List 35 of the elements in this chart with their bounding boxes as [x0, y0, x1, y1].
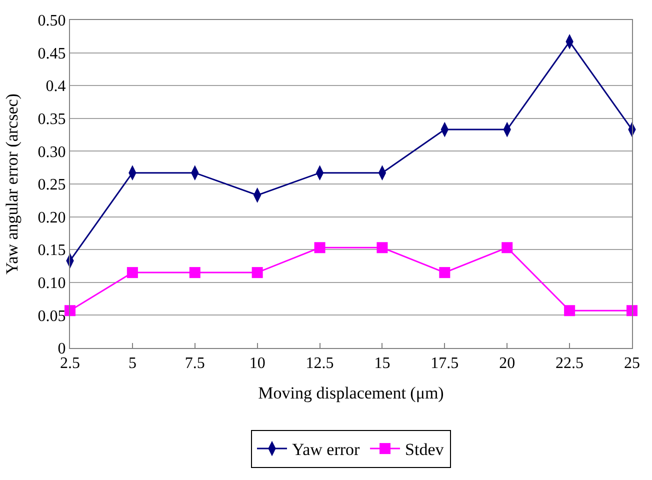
point: [314, 242, 326, 254]
point: [189, 267, 200, 278]
y-tick-label: 0.20: [38, 209, 66, 226]
legend-label: Stdev: [405, 440, 444, 460]
x-tick-label: 7.5: [184, 355, 205, 372]
y-tick-label: 0.05: [38, 308, 66, 325]
point: [376, 242, 388, 254]
point: [439, 267, 450, 278]
y-tick-label: 0.4: [46, 78, 66, 96]
point: [126, 267, 138, 278]
point: [64, 305, 76, 316]
y-tick-label: 0.45: [38, 45, 66, 62]
x-tick-label: 12.5: [306, 355, 334, 372]
point: [252, 267, 263, 278]
x-axis-title: Moving displacement (μm): [258, 384, 444, 403]
y-axis-title: Yaw angular error (arcsec): [2, 94, 22, 274]
x-tick-label: 25: [624, 355, 640, 372]
y-tick-label: 0: [58, 340, 66, 358]
y-tick-label: 0.15: [38, 242, 66, 260]
x-tick-label: 5: [128, 355, 136, 372]
point: [502, 242, 513, 254]
y-tick-label: 0.50: [38, 12, 66, 30]
point: [626, 305, 638, 316]
x-tick-label: 20: [499, 355, 516, 372]
x-tick-label: 15: [374, 355, 390, 372]
y-tick-label: 0.35: [38, 111, 66, 128]
legend-label: Yaw error: [292, 440, 360, 460]
y-tick-label: 0.10: [38, 275, 66, 292]
x-tick-label: 22.5: [556, 355, 584, 372]
y-tick-label: 0.25: [38, 176, 66, 194]
x-tick-label: 10: [249, 355, 266, 372]
y-tick-label: 0.30: [38, 144, 66, 161]
x-tick-label: 17.5: [430, 355, 459, 372]
point: [564, 305, 576, 316]
x-tick-label: 2.5: [60, 355, 80, 372]
